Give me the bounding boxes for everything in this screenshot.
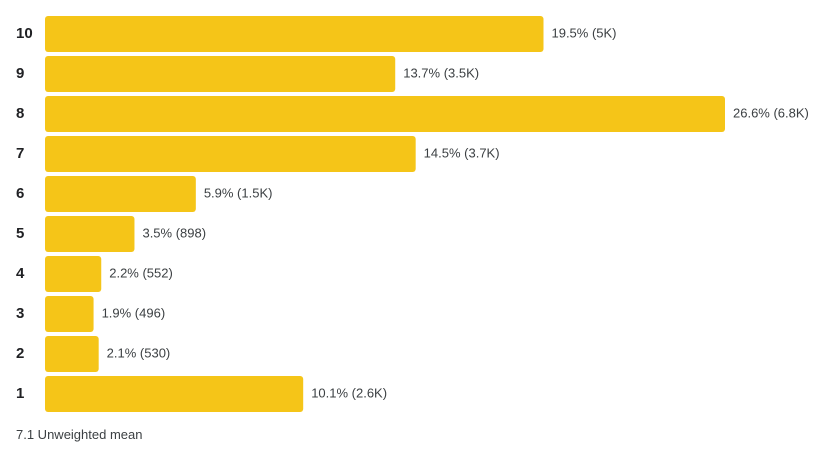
bar-1[interactable] bbox=[45, 376, 304, 412]
bar-10[interactable] bbox=[45, 16, 544, 52]
category-label-1: 1 bbox=[16, 385, 24, 402]
bar-5[interactable] bbox=[45, 216, 135, 252]
data-label-4: 2.2% (552) bbox=[109, 265, 173, 280]
data-label-9: 13.7% (3.5K) bbox=[403, 65, 479, 80]
category-label-7: 7 bbox=[16, 145, 24, 162]
bar-3[interactable] bbox=[45, 296, 94, 332]
data-label-6: 5.9% (1.5K) bbox=[204, 185, 273, 200]
data-label-5: 3.5% (898) bbox=[142, 225, 206, 240]
bar-2[interactable] bbox=[45, 336, 99, 372]
data-label-7: 14.5% (3.7K) bbox=[424, 145, 500, 160]
category-label-3: 3 bbox=[16, 305, 24, 322]
category-label-8: 8 bbox=[16, 105, 24, 122]
category-label-2: 2 bbox=[16, 345, 24, 362]
category-label-10: 10 bbox=[16, 25, 33, 42]
unweighted-mean-label: 7.1 Unweighted mean bbox=[16, 427, 143, 442]
bar-8[interactable] bbox=[45, 96, 725, 132]
data-label-8: 26.6% (6.8K) bbox=[733, 105, 809, 120]
bar-7[interactable] bbox=[45, 136, 416, 172]
data-label-2: 2.1% (530) bbox=[107, 345, 171, 360]
category-label-4: 4 bbox=[16, 265, 25, 282]
data-label-3: 1.9% (496) bbox=[102, 305, 166, 320]
data-label-10: 19.5% (5K) bbox=[551, 25, 616, 40]
category-label-5: 5 bbox=[16, 225, 24, 242]
bar-9[interactable] bbox=[45, 56, 396, 92]
rating-bar-chart: 10 19.5% (5K) 9 13.7% (3.5K) 8 26.6% (6.8K) 7 1… bbox=[16, 16, 809, 412]
category-label-9: 9 bbox=[16, 65, 24, 82]
category-label-6: 6 bbox=[16, 185, 24, 202]
data-label-1: 10.1% (2.6K) bbox=[311, 385, 387, 400]
bar-6[interactable] bbox=[45, 176, 196, 212]
bar-4[interactable] bbox=[45, 256, 102, 292]
